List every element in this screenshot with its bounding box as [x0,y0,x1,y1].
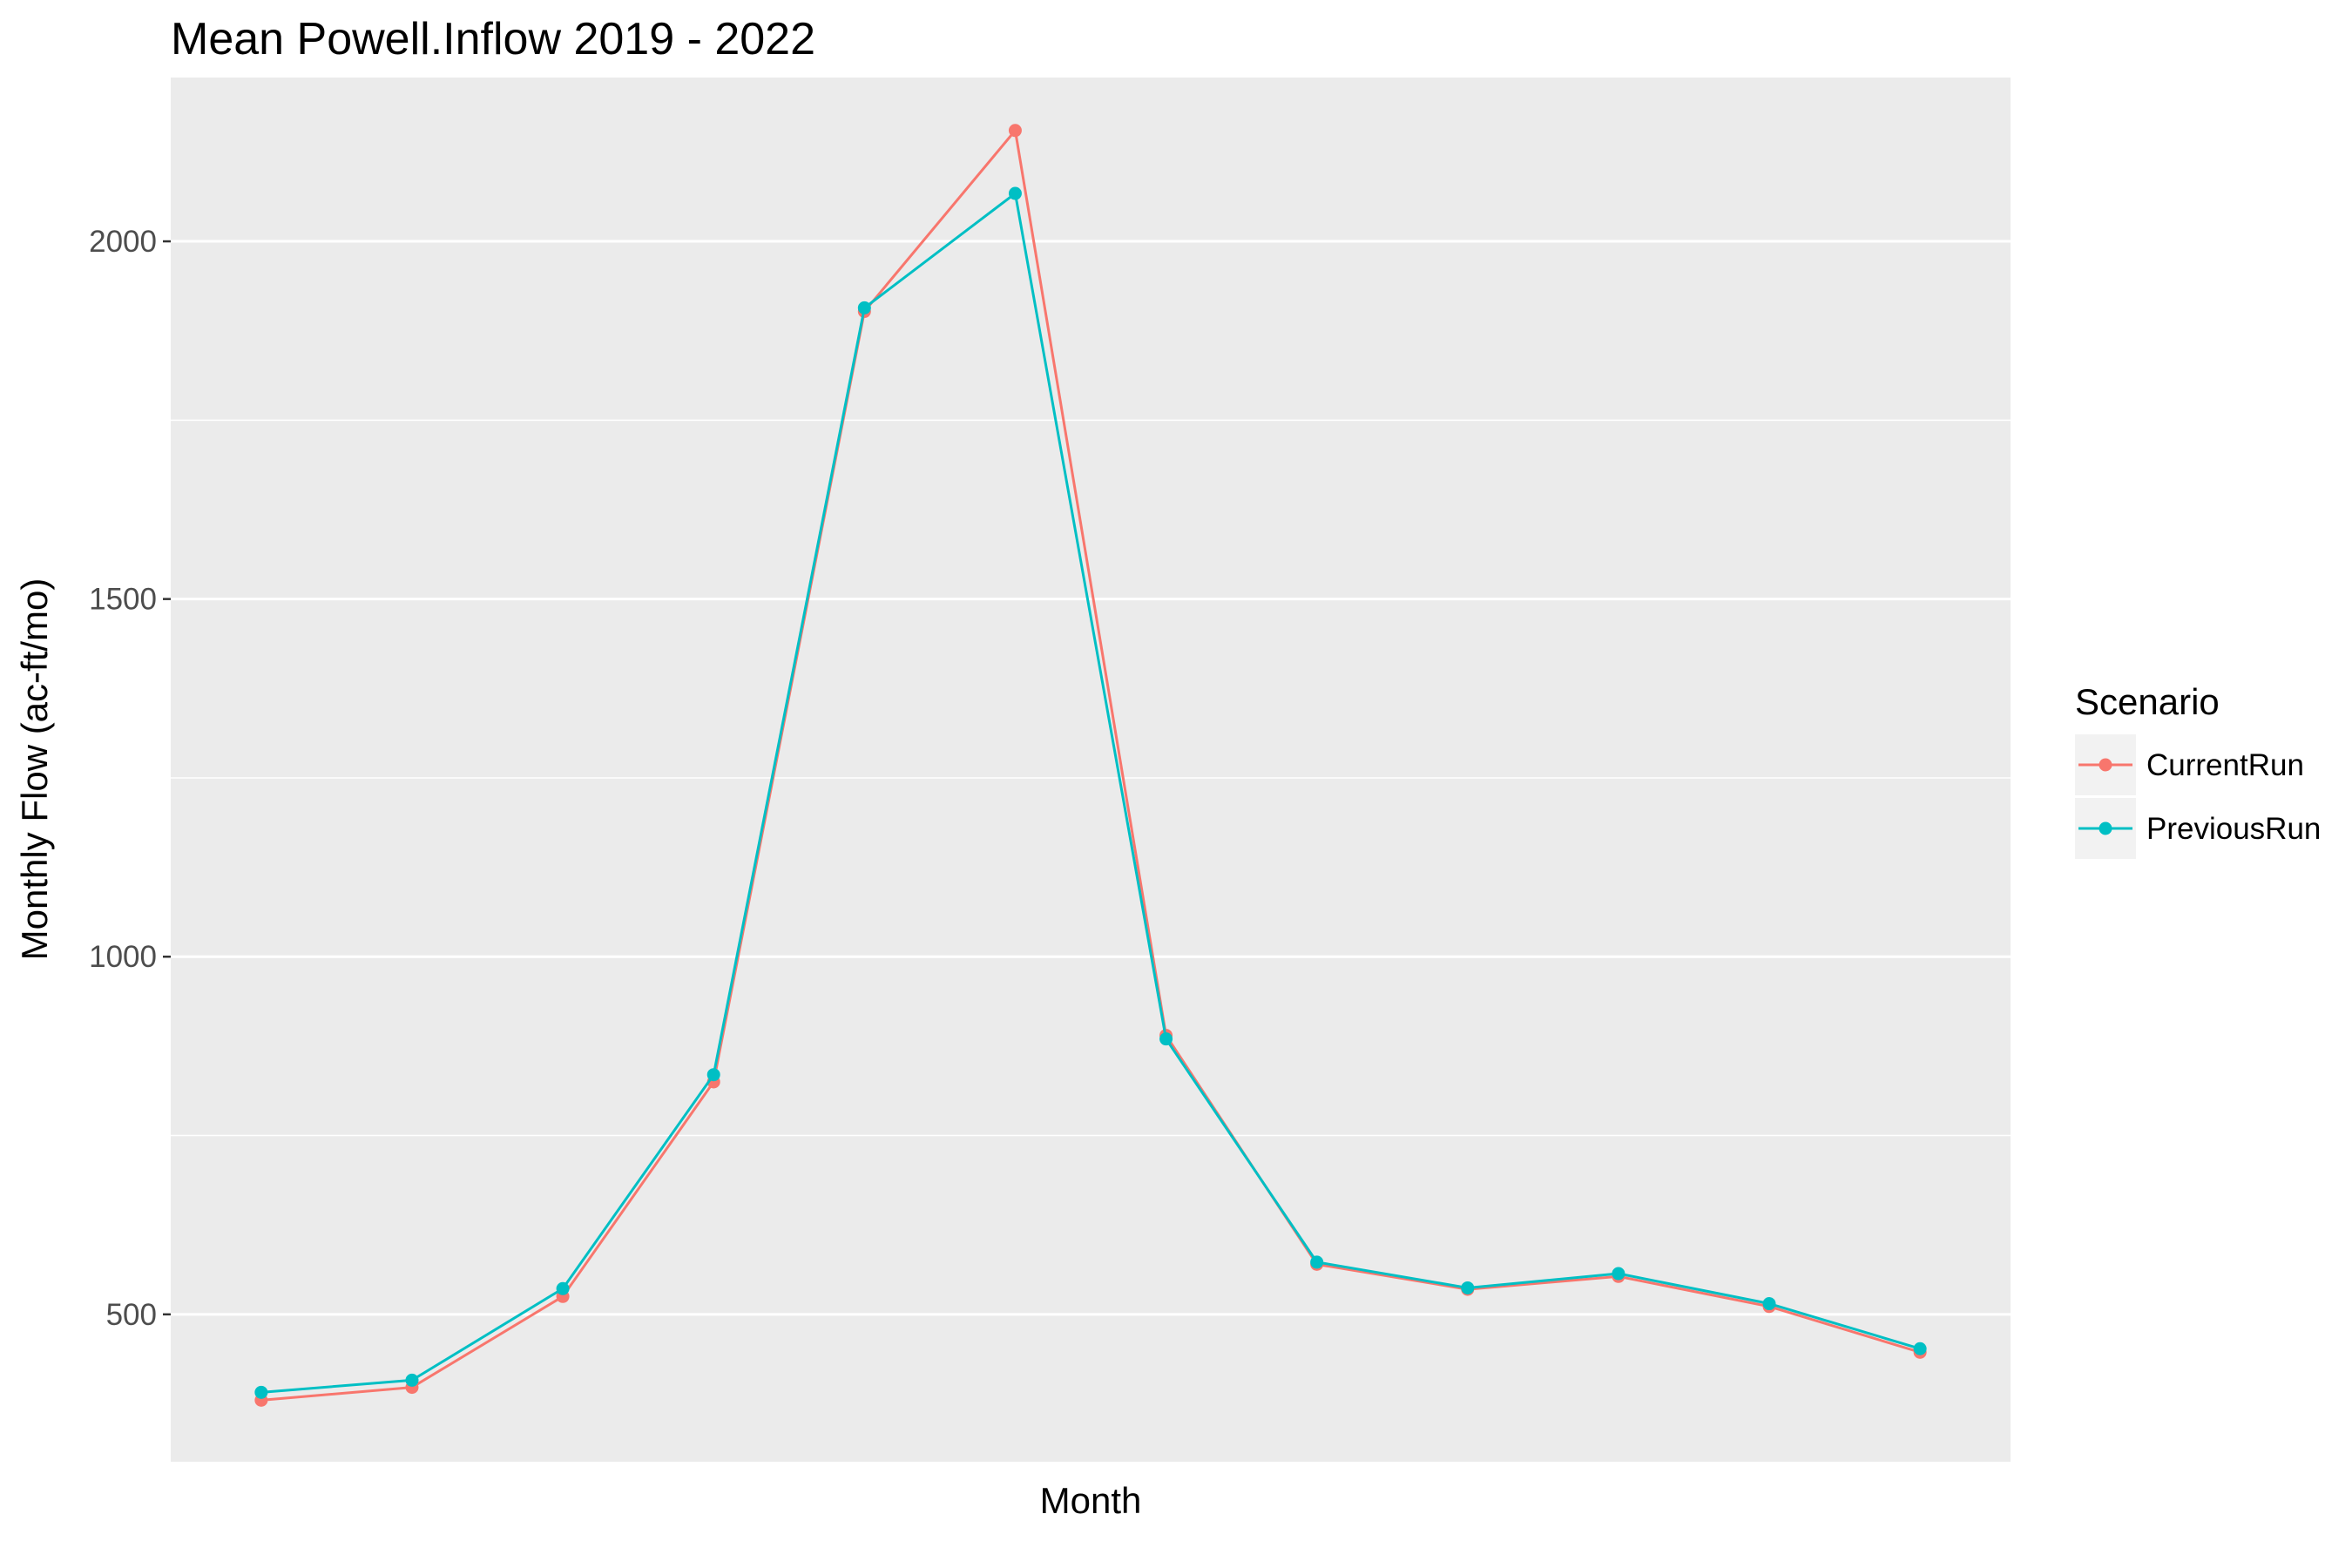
x-axis-title: Month [1040,1480,1142,1521]
legend: Scenario CurrentRun PreviousRun [2075,681,2321,859]
data-point [1913,1342,1927,1355]
data-point [1612,1267,1625,1281]
legend-item: PreviousRun [2075,798,2321,859]
data-point [857,301,871,314]
y-axis-title: Monthly Flow (ac-ft/mo) [14,578,55,961]
data-point [1008,124,1022,138]
y-tick-label: 1500 [89,583,157,617]
data-point [1159,1032,1173,1046]
series-PreviousRun [254,186,1927,1399]
data-point [556,1281,570,1295]
grid-minor [171,419,2011,1137]
data-point [1008,186,1022,200]
y-tick-label: 2000 [89,225,157,259]
data-point [1762,1297,1776,1311]
y-tick-label: 1000 [89,940,157,974]
chart-title: Mean Powell.Inflow 2019 - 2022 [171,14,815,64]
data-point [254,1385,268,1399]
legend-key-point [2099,821,2112,835]
data-point [405,1373,419,1387]
data-point [1461,1281,1475,1294]
series-layer [254,124,1927,1407]
grid-major [171,240,2011,1316]
legend-key-point [2099,758,2112,772]
series-line [260,192,1921,1394]
plot-panel [171,78,2011,1462]
data-point [706,1068,720,1082]
y-tick-label: 500 [106,1298,157,1332]
data-point [1310,1255,1324,1269]
legend-label: PreviousRun [2146,812,2321,846]
legend-label: CurrentRun [2146,748,2304,782]
y-axis: 500 1000 1500 2000 [89,225,171,1332]
legend-title: Scenario [2075,681,2220,722]
series-line [260,129,1921,1402]
legend-item: CurrentRun [2075,734,2304,795]
